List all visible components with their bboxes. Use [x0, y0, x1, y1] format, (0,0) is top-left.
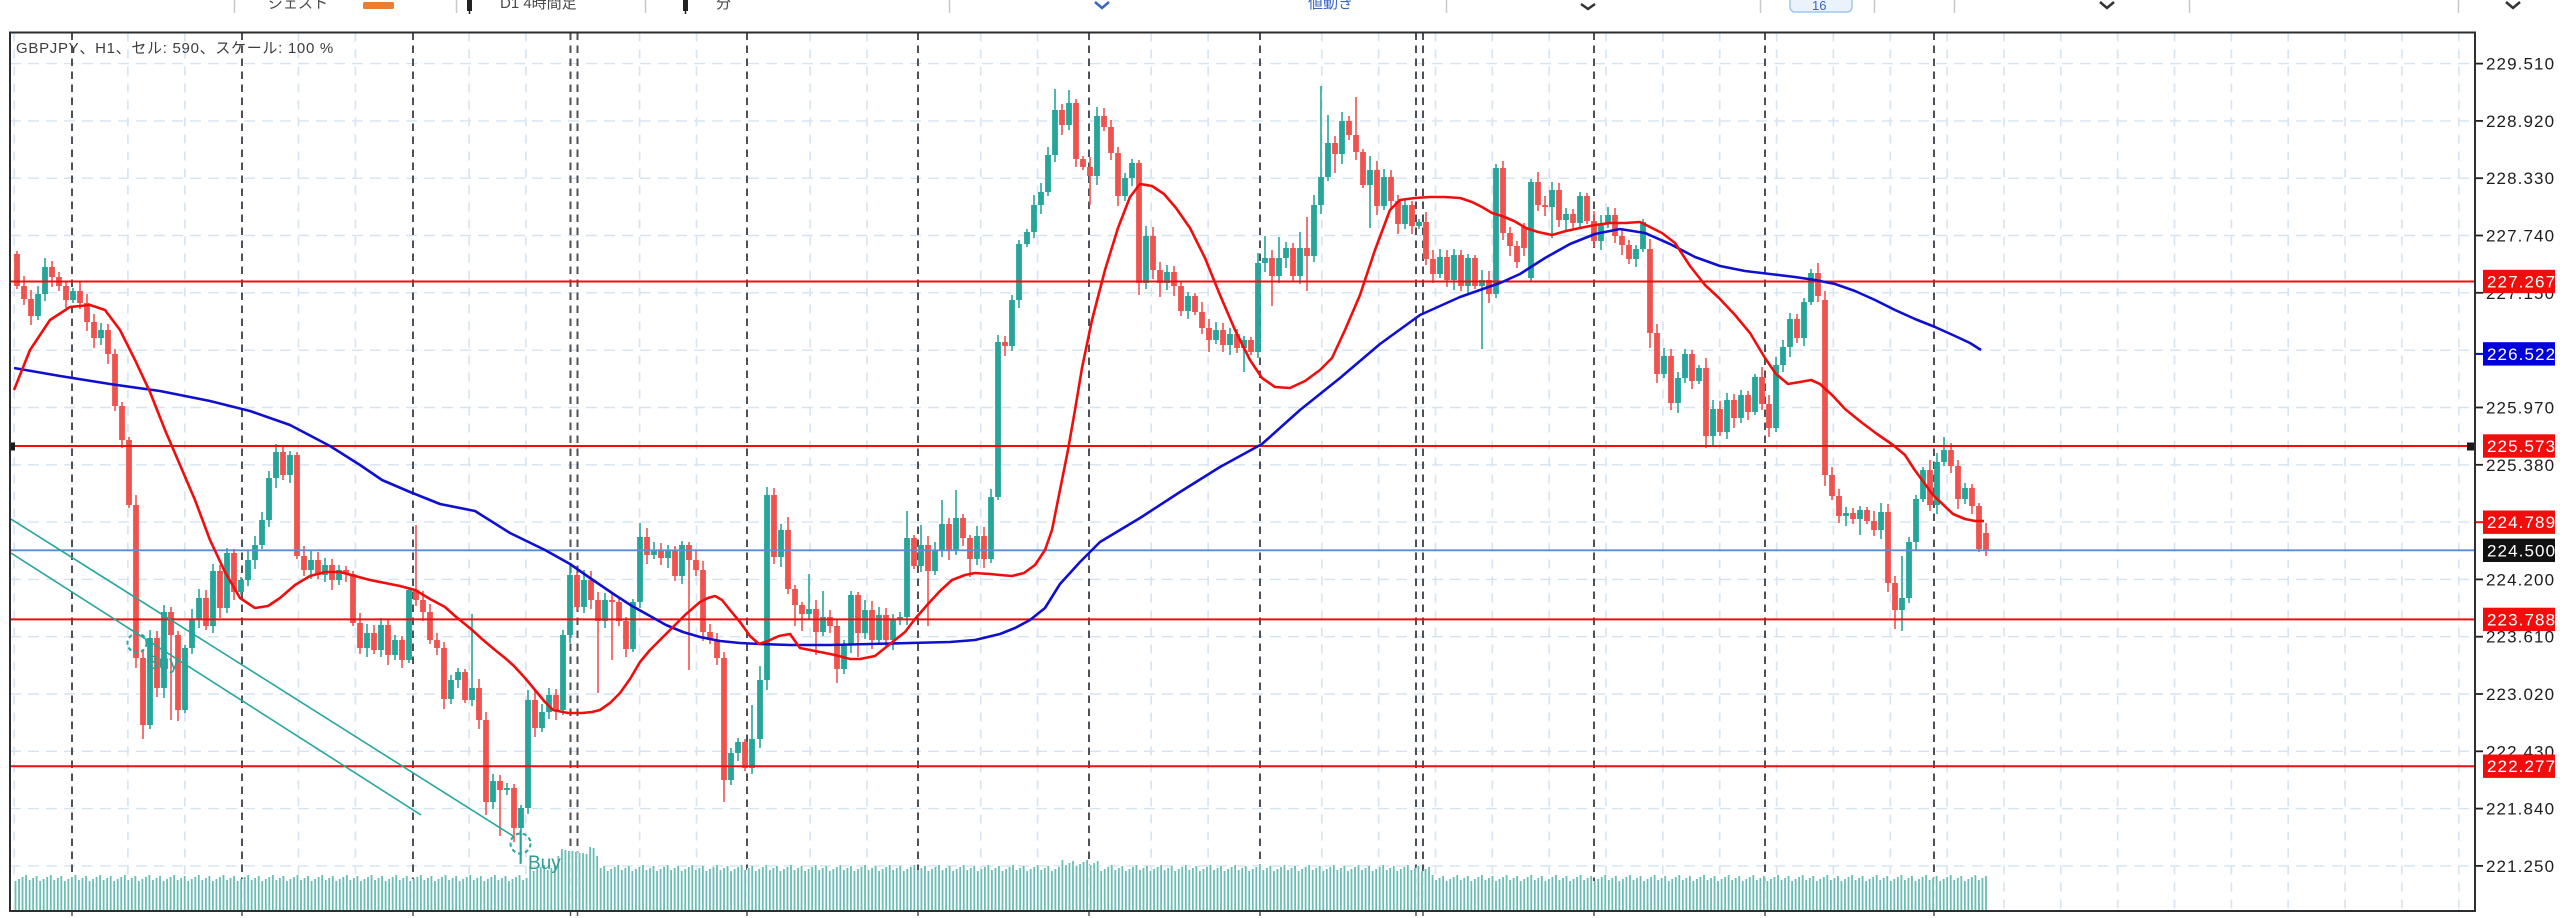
svg-text:225.380: 225.380	[2486, 456, 2555, 475]
svg-text:ジェスト: ジェスト	[268, 0, 328, 12]
svg-text:229.510: 229.510	[2486, 55, 2555, 74]
svg-text:分: 分	[716, 0, 731, 12]
svg-text:224.200: 224.200	[2486, 570, 2555, 589]
svg-text:228.920: 228.920	[2486, 112, 2555, 131]
svg-text:227.740: 227.740	[2486, 227, 2555, 246]
svg-text:227.267: 227.267	[2487, 273, 2556, 292]
svg-text:224.500: 224.500	[2487, 541, 2556, 560]
svg-text:GBPJPY、H1、セル: 590、スケール: 100 %: GBPJPY、H1、セル: 590、スケール: 100 %	[16, 40, 334, 57]
svg-text:223.020: 223.020	[2486, 685, 2555, 704]
svg-text:D1 4時間足: D1 4時間足	[500, 0, 577, 12]
svg-text:225.970: 225.970	[2486, 399, 2555, 418]
svg-text:16: 16	[1812, 0, 1826, 13]
svg-text:221.840: 221.840	[2486, 800, 2555, 819]
svg-text:値動き: 値動き	[1308, 0, 1353, 12]
svg-text:Buy: Buy	[146, 653, 179, 674]
svg-text:224.789: 224.789	[2487, 513, 2556, 532]
svg-text:226.522: 226.522	[2487, 345, 2556, 364]
svg-text:222.277: 222.277	[2487, 757, 2556, 776]
svg-text:228.330: 228.330	[2486, 169, 2555, 188]
svg-text:223.610: 223.610	[2486, 628, 2555, 647]
svg-text:221.250: 221.250	[2486, 857, 2555, 876]
svg-text:Buy: Buy	[528, 853, 561, 874]
svg-text:225.573: 225.573	[2487, 437, 2556, 456]
svg-text:223.788: 223.788	[2487, 610, 2556, 629]
